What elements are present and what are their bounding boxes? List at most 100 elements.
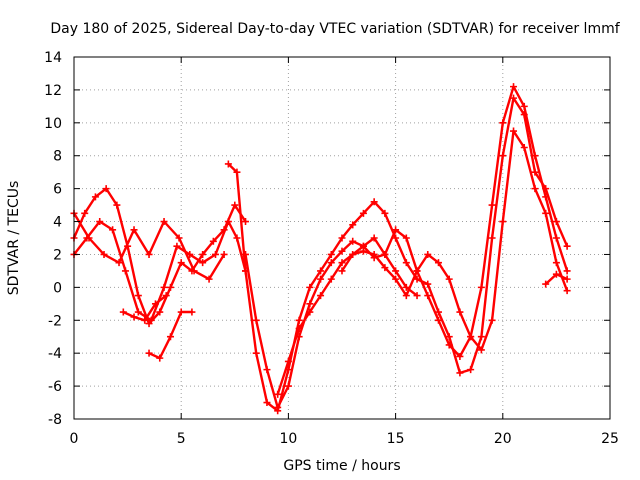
data-point-marker: [370, 250, 378, 258]
data-point-marker: [233, 168, 241, 176]
data-point-marker: [160, 283, 168, 291]
series-track-7: [242, 83, 571, 411]
data-point-marker: [402, 259, 410, 267]
data-point-marker: [349, 250, 357, 258]
data-point-marker: [552, 218, 560, 226]
data-point-marker: [284, 382, 292, 390]
data-point-marker: [381, 250, 389, 258]
data-point-marker: [327, 250, 335, 258]
data-point-marker: [130, 226, 138, 234]
data-point-marker: [147, 316, 155, 324]
data-point-marker: [199, 250, 207, 258]
data-point-marker: [284, 357, 292, 365]
series-trace: [72, 220, 247, 322]
data-point-marker: [327, 275, 335, 283]
data-point-marker: [306, 308, 314, 316]
x-tick-label: 10: [279, 431, 297, 447]
data-point-marker: [156, 308, 164, 316]
data-point-marker: [91, 193, 99, 201]
data-point-marker: [145, 349, 153, 357]
data-point-marker: [434, 316, 442, 324]
data-point-marker: [177, 308, 185, 316]
x-tick-label: 0: [70, 431, 79, 447]
data-point-marker: [327, 259, 335, 267]
x-tick-label: 15: [387, 431, 405, 447]
data-point-marker: [263, 366, 271, 374]
data-point-marker: [413, 267, 421, 275]
data-point-marker: [520, 144, 528, 151]
data-point-marker: [488, 201, 496, 209]
data-point-marker: [317, 267, 325, 275]
data-point-marker: [349, 237, 357, 245]
data-point-marker: [520, 102, 528, 110]
data-point-marker: [338, 259, 346, 267]
data-point-marker: [402, 292, 410, 300]
data-point-marker: [359, 242, 367, 250]
series-layer: [70, 83, 571, 415]
data-point-marker: [85, 234, 93, 242]
data-point-marker: [563, 275, 571, 283]
data-point-marker: [531, 168, 539, 176]
data-point-marker: [173, 242, 181, 250]
series-trace: [244, 85, 569, 409]
y-tick-label: -8: [48, 412, 62, 428]
y-tick-label: 14: [44, 50, 62, 66]
data-point-marker: [381, 209, 389, 217]
data-point-marker: [531, 152, 539, 160]
data-point-marker: [102, 185, 110, 193]
data-point-marker: [359, 209, 367, 217]
series-track-9: [542, 270, 571, 288]
data-point-marker: [392, 267, 400, 275]
data-point-marker: [130, 313, 138, 321]
data-point-marker: [113, 201, 121, 209]
data-point-marker: [456, 369, 464, 377]
data-point-marker: [134, 292, 142, 300]
data-point-marker: [224, 160, 232, 168]
x-tick-label: 25: [601, 431, 619, 447]
data-point-marker: [160, 218, 168, 226]
data-point-marker: [252, 316, 260, 324]
data-point-marker: [370, 234, 378, 242]
data-point-marker: [552, 259, 560, 267]
plot-frame: [73, 56, 611, 420]
data-point-marker: [477, 283, 485, 291]
series-track-8: [274, 127, 571, 398]
data-point-marker: [233, 234, 241, 242]
data-point-marker: [306, 300, 314, 308]
data-point-marker: [242, 250, 250, 258]
data-point-marker: [177, 259, 185, 267]
data-point-marker: [96, 218, 104, 226]
series-track-4: [145, 308, 196, 362]
data-point-marker: [115, 259, 123, 267]
data-point-marker: [499, 152, 507, 160]
data-point-marker: [274, 390, 282, 398]
data-point-marker: [220, 250, 228, 258]
x-axis-title: GPS time / hours: [283, 458, 400, 474]
y-axis-title: SDTVAR / TECUs: [6, 181, 22, 296]
series-track-5: [119, 292, 170, 324]
data-point-marker: [456, 308, 464, 316]
data-point-marker: [424, 250, 432, 258]
data-point-marker: [295, 325, 303, 332]
data-point-marker: [552, 270, 560, 278]
data-point-marker: [109, 226, 117, 234]
data-point-marker: [209, 237, 217, 245]
data-point-marker: [499, 119, 507, 127]
data-point-marker: [467, 366, 475, 374]
series-track-3: [70, 209, 228, 283]
data-point-marker: [413, 292, 421, 300]
data-point-marker: [338, 247, 346, 255]
data-point-marker: [381, 264, 389, 272]
data-point-marker: [552, 234, 560, 242]
series-trace: [72, 187, 247, 325]
y-tick-label: -6: [48, 379, 62, 395]
data-point-marker: [563, 287, 571, 295]
data-point-marker: [121, 267, 129, 275]
series-trace: [340, 236, 419, 297]
data-point-marker: [263, 399, 271, 407]
data-point-marker: [141, 316, 149, 324]
data-point-marker: [531, 185, 539, 193]
data-point-marker: [434, 259, 442, 267]
series-trace: [227, 96, 569, 412]
